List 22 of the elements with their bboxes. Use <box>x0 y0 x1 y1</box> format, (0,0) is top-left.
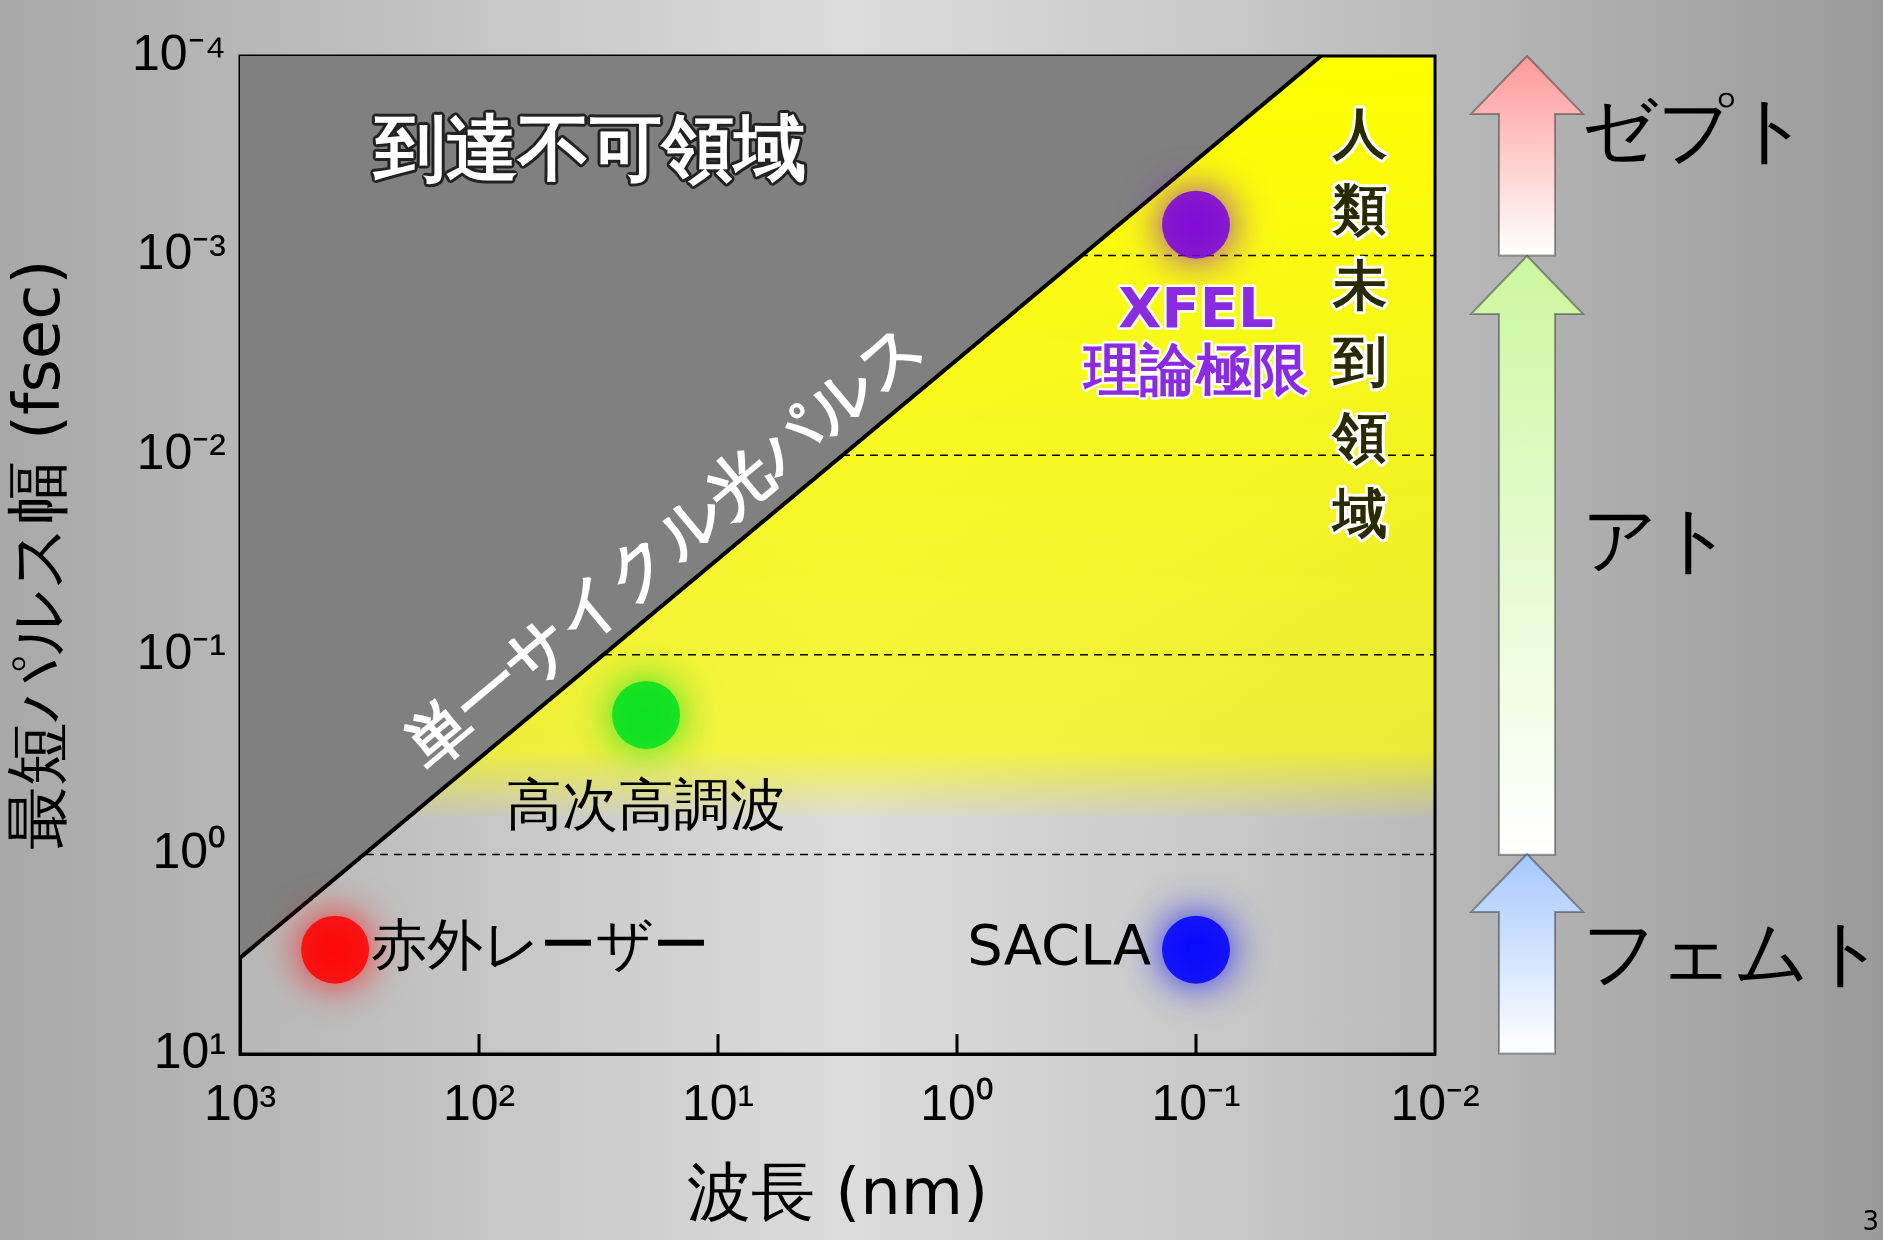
text: 3 <box>1862 1205 1879 1236</box>
y-axis-title: 最短パルス幅 (fsec) <box>0 259 75 851</box>
text: アト <box>1582 495 1734 582</box>
y-tick-label: 10⁻² <box>136 423 226 480</box>
y-tick-label: 10⁻⁴ <box>131 24 226 81</box>
x-tick-label: 10¹ <box>681 1074 755 1131</box>
x-tick-label: 10⁻² <box>1390 1074 1480 1131</box>
x-tick-label: 10⁰ <box>920 1074 994 1131</box>
y-tick-label: 10⁻³ <box>136 224 226 281</box>
x-tick-label: 10² <box>442 1074 516 1131</box>
y-tick-label: 10⁻¹ <box>136 623 226 680</box>
series-label: 赤外レーザー <box>371 912 710 978</box>
y-tick-label: 10⁰ <box>152 823 226 880</box>
x-axis-title: 波長 (nm) <box>686 1155 989 1230</box>
band-label: 人類未到領域 <box>1331 102 1387 546</box>
series-label: SACLA <box>967 912 1151 978</box>
series-label: XFEL 理論極限 <box>1082 275 1309 403</box>
text: フェムト <box>1582 909 1883 996</box>
x-tick-label: 10⁻¹ <box>1151 1074 1241 1131</box>
series-label: 高次高調波 <box>506 772 787 838</box>
annotation: 到達不可領域 <box>372 105 806 190</box>
text: ゼプト <box>1582 86 1810 173</box>
